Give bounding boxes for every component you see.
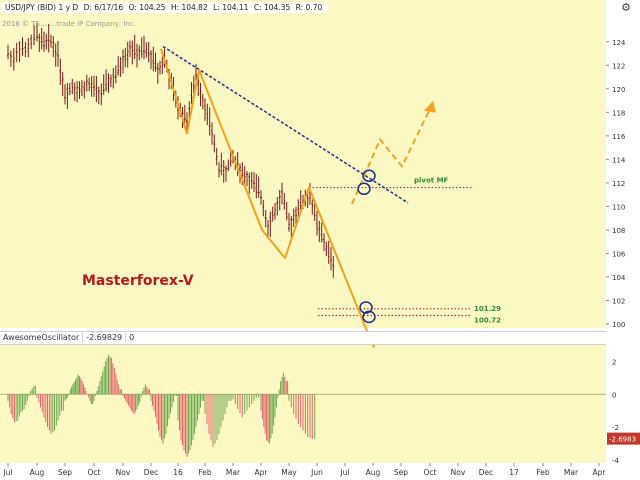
osc-tick-label: 2: [612, 358, 616, 366]
trendline: [162, 45, 409, 204]
gear-icon[interactable]: ⚙: [621, 1, 631, 14]
price-tick-label: 116: [612, 133, 626, 141]
x-tick-label: Oct: [424, 468, 437, 477]
circle-marker: [359, 301, 373, 314]
low-value: L: 104.11: [213, 3, 249, 12]
wave-path: [160, 48, 367, 330]
x-tick-label: Jul: [339, 468, 349, 477]
x-tick-label: Sep: [58, 468, 72, 477]
price-tick-label: 100: [612, 321, 625, 329]
osc-tick-label: -2: [612, 424, 619, 432]
oscillator-name[interactable]: AwesomeOscillator: [0, 333, 84, 342]
x-tick-label: May: [281, 468, 297, 477]
x-tick-label: Jun: [310, 468, 323, 477]
x-tick-label: Feb: [536, 468, 550, 477]
price-tick-label: 108: [612, 227, 625, 235]
x-tick-label: Mar: [226, 468, 241, 477]
x-tick-label: 17: [509, 468, 519, 477]
x-tick-label: Aug: [366, 468, 381, 477]
x-tick-label: Dec: [144, 468, 159, 477]
x-tick-label: Dec: [479, 468, 494, 477]
price-tick-label: 106: [612, 250, 626, 258]
osc-tick-label: -4: [612, 457, 620, 465]
x-tick-label: Nov: [116, 468, 131, 477]
date-value: D: 6/17/16: [83, 3, 124, 12]
level-label: 100.72: [474, 317, 501, 325]
price-tick-label: 124: [612, 39, 626, 47]
x-tick-label: Apr: [255, 468, 269, 477]
x-tick-label: Mar: [564, 468, 579, 477]
forecast-path: [351, 108, 431, 205]
price-axis-panel: [606, 0, 640, 328]
oscillator-header: AwesomeOscillator -2.69829 0: [0, 331, 606, 345]
price-tick-label: 102: [612, 297, 625, 305]
price-tick-label: 120: [612, 86, 625, 94]
osc-last-value-label: -2.6983: [609, 436, 636, 444]
price-tick-label: 114: [612, 156, 626, 164]
x-tick-label: Oct: [88, 468, 101, 477]
x-tick-label: 16: [173, 468, 183, 477]
x-tick-label: Nov: [451, 468, 466, 477]
quote-header: USD/JPY (BID) 1 y D D: 6/17/16 O: 104.25…: [2, 2, 329, 13]
price-tick-label: 118: [612, 109, 625, 117]
oscillator-value: -2.69829: [83, 333, 127, 342]
level-label: 101.29: [474, 305, 501, 313]
circle-marker: [357, 182, 371, 196]
circle-marker: [362, 310, 376, 324]
open-value: O: 104.25: [128, 3, 166, 12]
x-tick-label: Apr: [593, 468, 607, 477]
osc-tick-label: 0: [612, 391, 616, 399]
copyright-notice: 2016 © TS… …trade IP Company, Inc.: [2, 20, 136, 28]
x-tick-label: Jul: [2, 468, 12, 477]
forecast-arrowhead: [424, 100, 436, 113]
osc-last-value-box: [607, 432, 640, 445]
x-tick-label: Feb: [198, 468, 212, 477]
price-tick-label: 110: [612, 203, 625, 211]
price-tick-label: 122: [612, 62, 625, 70]
watermark-label: Masterforex-V: [82, 273, 194, 289]
price-tick-label: 112: [612, 180, 625, 188]
circle-marker: [362, 169, 376, 183]
x-tick-label: Sep: [394, 468, 408, 477]
high-value: H: 104.82: [170, 3, 208, 12]
oscillator-param: 0: [129, 333, 135, 342]
x-tick-label: Aug: [30, 468, 45, 477]
price-tick-label: 104: [612, 274, 626, 282]
close-value: C: 104.35: [253, 3, 291, 12]
price-pane: [0, 0, 606, 328]
symbol-label[interactable]: USD/JPY (BID) 1 y D: [5, 3, 79, 12]
range-value: R: 0.70: [295, 3, 323, 12]
pivot-level-label: pivot MF: [414, 177, 449, 185]
